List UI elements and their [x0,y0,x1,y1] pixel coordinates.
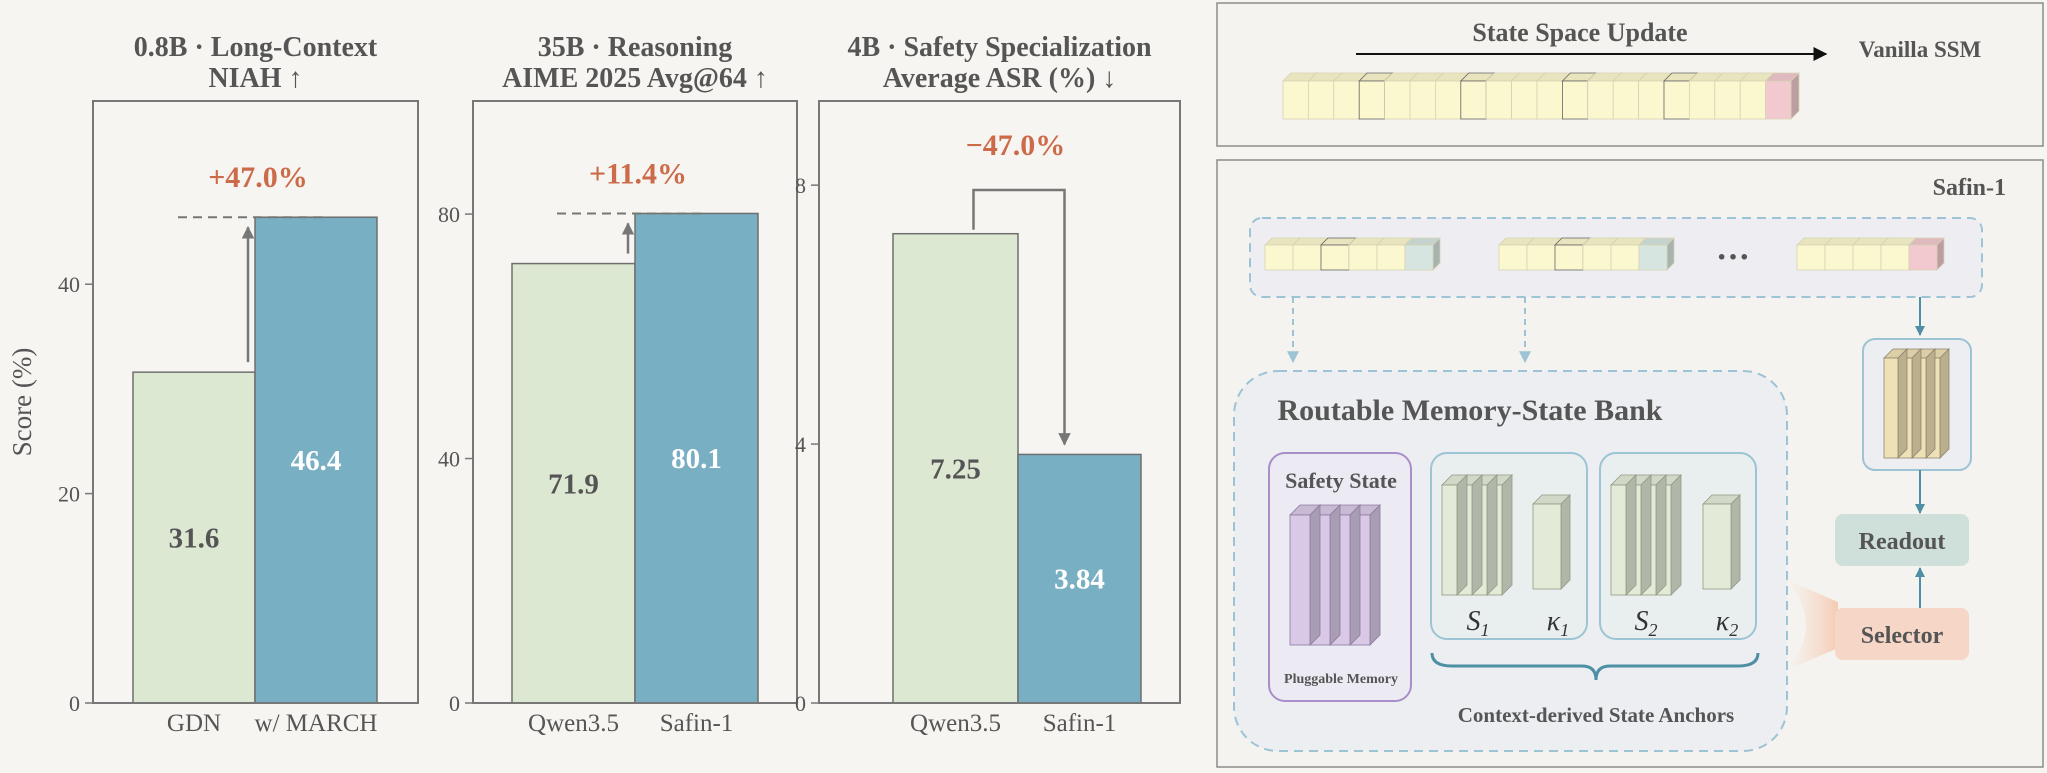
ellipsis: ··· [1716,239,1750,276]
pluggable-memory-caption: Pluggable Memory [1284,672,1398,687]
current-state-block [1883,348,1950,459]
chart-title-line: Average ASR (%) ↓ [883,63,1117,94]
chunk-token-strips [1264,237,1945,271]
slab [1441,474,1468,596]
slab [1610,474,1637,596]
chart-title-line: NIAH ↑ [208,63,302,94]
x-tick-label: GDN [167,710,221,737]
safety-state-title: Safety State [1285,468,1397,493]
architecture-diagram: State Space Update Vanilla SSM Safin-1 ·… [1216,2,2044,768]
x-tick-label: Safin-1 [1043,710,1117,737]
y-tick-label: 8 [795,173,806,198]
bar-value-label: 7.25 [930,453,981,485]
delta-arrow [972,188,1071,446]
anchor-state-block-1 [1441,474,1513,596]
anchor-state-label-2: S2 [1635,606,1658,640]
y-tick-label: 40 [58,272,80,297]
key-block [1532,494,1571,590]
anchor-key-block-1 [1532,494,1571,590]
y-tick-label: 20 [58,482,80,507]
readout-label: Readout [1859,529,1946,555]
anchor-state-label-1: S1 [1467,606,1490,640]
delta-label: +47.0% [208,161,308,194]
chart-title-line: AIME 2025 Avg@64 ↑ [502,63,768,94]
y-tick-label: 0 [449,691,460,716]
x-tick-label: Qwen3.5 [910,710,1001,737]
anchors-caption: Context-derived State Anchors [1458,703,1734,727]
state-space-update-label: State Space Update [1472,18,1687,47]
x-tick-label: w/ MARCH [255,710,378,737]
bar-gdn [132,371,256,704]
bank-title: Routable Memory-State Bank [1278,394,1663,427]
delta-label: +11.4% [589,157,687,190]
slab [1883,348,1908,459]
x-tick-label: Qwen3.5 [528,710,619,737]
anchor-key-label-1: κ1 [1547,606,1569,640]
chart-title-line: 0.8B · Long-Context [134,32,378,63]
key-block [1702,494,1741,590]
bar-safin-1 [1017,453,1142,704]
chunk-token [1908,237,1945,271]
bar-value-label: 31.6 [169,523,220,555]
y-tick-label: 4 [795,432,806,457]
bar-qwen3-5 [892,232,1019,704]
chart-frame [472,100,798,704]
token [1764,72,1800,120]
chart-title-line: 35B · Reasoning [538,32,732,63]
chart-frame [818,100,1181,704]
anchor-key-block-2 [1702,494,1741,590]
bar-value-label: 46.4 [291,445,342,477]
selector-box [1835,608,1969,660]
x-tick-label: Safin-1 [660,710,734,737]
bar-qwen3-5 [511,262,636,704]
bar-value-label: 71.9 [548,468,599,500]
safin-label: Safin-1 [1933,175,2006,201]
bar-value-label: 3.84 [1054,564,1105,596]
y-axis-label: Score (%) [7,348,37,457]
chunk-token [1404,237,1441,271]
y-tick-label: 0 [69,691,80,716]
anchors-brace [1430,652,1760,681]
readout-box [1835,514,1969,566]
bank-to-selector-fan [1787,580,1838,670]
selector-label: Selector [1861,623,1944,649]
y-tick-label: 80 [438,202,460,227]
anchor-key-label-2: κ2 [1716,606,1738,640]
vanilla-token-strip [1282,72,1800,120]
delta-label: −47.0% [966,129,1066,162]
chunk-token [1638,237,1675,271]
y-tick-label: 40 [438,447,460,472]
slab [1289,504,1321,646]
chart-title-line: 4B · Safety Specialization [847,32,1152,63]
bar-w-march [254,216,378,704]
chart-frame [92,100,419,704]
vanilla-ssm-label: Vanilla SSM [1859,37,1982,62]
safety-state-block [1289,504,1381,646]
anchor-state-block-2 [1610,474,1682,596]
bar-value-label: 80.1 [671,443,722,475]
y-tick-label: 0 [795,691,806,716]
